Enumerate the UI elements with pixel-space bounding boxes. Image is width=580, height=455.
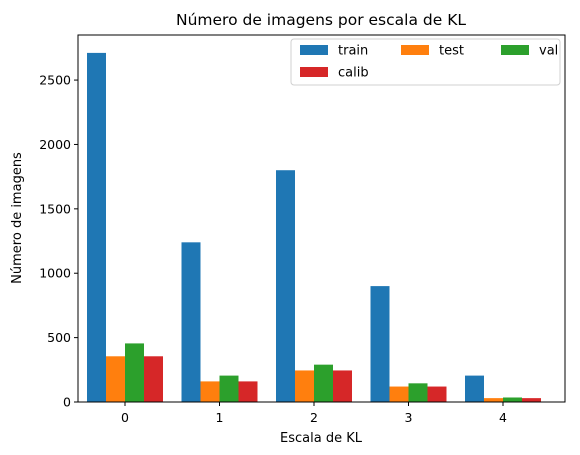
- legend-swatch-test: [401, 45, 429, 55]
- legend-label-val: val: [539, 44, 558, 59]
- bar-calib-1: [238, 381, 258, 402]
- plot-frame: [77, 34, 566, 403]
- legend-label-train: train: [338, 44, 368, 59]
- legend-label-calib: calib: [338, 66, 369, 81]
- legend-swatch-calib: [300, 67, 328, 77]
- bar-train-0: [87, 52, 106, 403]
- legend-swatch-train: [300, 45, 328, 55]
- bar-test-4: [484, 398, 503, 402]
- bar-calib-0: [144, 356, 163, 402]
- legend-swatch-val: [501, 45, 529, 55]
- bar-train-4: [465, 375, 484, 402]
- bar-train-1: [181, 242, 201, 402]
- y-tick-label: 0: [63, 395, 71, 410]
- bar-calib-3: [427, 386, 447, 402]
- bar-val-3: [408, 383, 428, 402]
- bar-test-2: [295, 370, 314, 402]
- bar-test-3: [389, 386, 409, 402]
- y-axis-ticks: 0 500 1000 1500 2000 2500: [39, 73, 78, 410]
- x-tick-label: 1: [216, 410, 224, 425]
- bar-val-2: [314, 364, 333, 402]
- bar-train-3: [370, 286, 390, 402]
- bar-train-2: [276, 170, 295, 402]
- x-tick-label: 0: [121, 410, 129, 425]
- y-tick-label: 2500: [39, 73, 71, 88]
- y-tick-label: 1500: [39, 201, 71, 216]
- legend-items: train test val calib: [300, 44, 558, 81]
- bar-test-0: [106, 356, 125, 402]
- bar-test-1: [200, 381, 220, 402]
- legend-label-test: test: [439, 44, 464, 59]
- y-tick-label: 500: [47, 330, 71, 345]
- y-tick-label: 1000: [39, 266, 71, 281]
- bar-calib-4: [522, 398, 541, 402]
- legend: train test val calib: [290, 38, 561, 86]
- y-tick-label: 2000: [39, 137, 71, 152]
- y-axis-label: Número de imagens: [10, 152, 25, 284]
- bar-val-4: [503, 397, 522, 402]
- bar-val-0: [125, 343, 144, 402]
- bar-val-1: [219, 375, 239, 402]
- x-axis-label: Escala de KL: [280, 431, 363, 446]
- legend-frame: [290, 38, 561, 86]
- x-tick-label: 4: [499, 410, 507, 425]
- x-tick-label: 3: [405, 410, 413, 425]
- bar-calib-2: [333, 370, 352, 402]
- x-axis-ticks: 0 1 2 3 4: [121, 402, 507, 425]
- chart-title: Número de imagens por escala de KL: [176, 11, 466, 29]
- x-tick-label: 2: [310, 410, 318, 425]
- bars-group: [87, 52, 541, 403]
